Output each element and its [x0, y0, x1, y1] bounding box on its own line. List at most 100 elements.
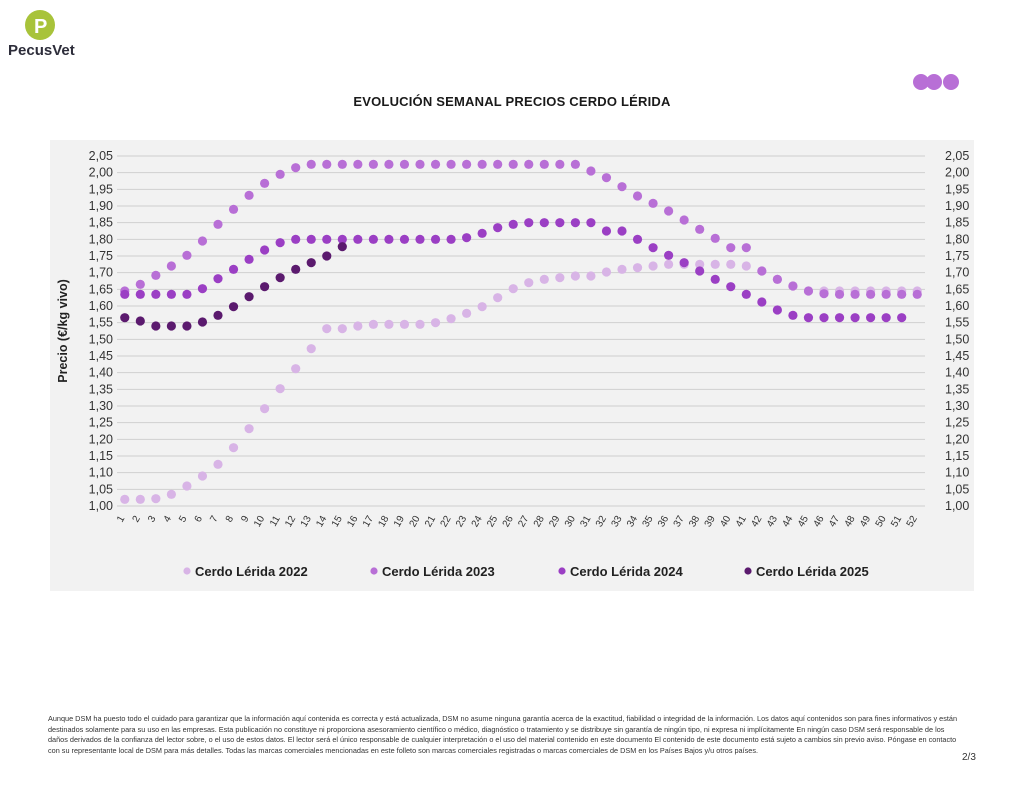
y-tick-label: 1,55 — [89, 316, 113, 330]
y-tick-label: 1,80 — [89, 232, 113, 246]
x-tick-label: 38 — [687, 514, 702, 530]
x-tick-label: 2 — [131, 514, 144, 525]
data-point — [897, 313, 907, 323]
y2-tick-label: 1,35 — [945, 382, 969, 396]
data-point — [135, 494, 145, 504]
data-point — [850, 313, 860, 323]
data-point — [384, 234, 394, 244]
data-point — [120, 494, 130, 504]
data-point — [213, 274, 223, 284]
pecusvet-logo-icon: P — [25, 10, 55, 40]
y-tick-label: 1,25 — [89, 416, 113, 430]
data-point — [244, 190, 254, 200]
data-point — [493, 293, 503, 303]
data-point — [726, 243, 736, 253]
data-point — [617, 264, 627, 274]
data-point — [586, 271, 596, 281]
data-point — [741, 243, 751, 253]
data-point — [803, 313, 814, 323]
data-point — [741, 289, 751, 299]
data-point — [275, 238, 285, 248]
x-tick-label: 35 — [641, 514, 656, 530]
data-point — [182, 481, 192, 491]
data-point — [819, 289, 829, 299]
y2-tick-label: 2,05 — [945, 149, 969, 163]
logo-mark-letter: P — [34, 16, 47, 38]
x-tick-label: 41 — [734, 514, 749, 530]
data-point — [275, 273, 285, 283]
data-point — [555, 159, 565, 169]
data-point — [866, 313, 876, 323]
x-tick-label: 30 — [563, 514, 578, 530]
x-tick-label: 12 — [283, 514, 298, 530]
data-point — [135, 289, 145, 299]
data-point — [586, 218, 596, 228]
data-point — [850, 289, 860, 299]
y-tick-label: 1,70 — [89, 266, 113, 280]
legend-label: Cerdo Lérida 2022 — [195, 564, 308, 579]
data-point — [834, 313, 845, 323]
data-point — [368, 319, 378, 329]
brand-dot — [926, 74, 942, 90]
data-point — [508, 284, 518, 294]
data-point — [120, 313, 130, 323]
y-tick-label: 1,40 — [89, 366, 113, 380]
data-point — [399, 234, 410, 244]
x-tick-label: 11 — [268, 514, 283, 529]
y2-tick-label: 1,95 — [945, 182, 969, 196]
data-point — [384, 159, 394, 169]
price-chart: 1,00 1,00 1,05 1,05 1,10 1,10 1,15 1,15 1,20 1,20… — [56, 149, 969, 579]
y-tick-label: 1,90 — [89, 199, 113, 213]
data-point — [430, 234, 441, 244]
data-point — [337, 159, 347, 169]
data-point — [601, 173, 612, 183]
data-point — [493, 223, 503, 233]
data-point — [897, 289, 907, 299]
y-tick-label: 1,65 — [89, 282, 113, 296]
data-point — [182, 321, 192, 331]
x-tick-label: 43 — [765, 514, 780, 530]
x-tick-label: 32 — [594, 514, 609, 530]
y2-tick-label: 1,20 — [945, 432, 969, 446]
x-tick-label: 51 — [889, 514, 904, 530]
x-tick-label: 10 — [252, 514, 267, 530]
x-tick-label: 23 — [454, 514, 469, 530]
x-tick-label: 48 — [843, 514, 858, 530]
data-point — [524, 278, 534, 288]
y2-tick-label: 1,75 — [945, 249, 969, 263]
data-point — [757, 297, 767, 307]
x-tick-label: 8 — [224, 514, 237, 525]
data-point — [399, 319, 410, 329]
data-point — [337, 324, 347, 334]
y-tick-label: 1,75 — [89, 249, 113, 263]
data-point — [244, 292, 254, 302]
legend-label: Cerdo Lérida 2023 — [382, 564, 495, 579]
data-point — [881, 289, 891, 299]
y2-tick-label: 1,30 — [945, 399, 969, 413]
x-tick-label: 6 — [193, 514, 206, 525]
page-number: 2/3 — [962, 752, 976, 763]
data-point — [182, 250, 192, 260]
data-point — [197, 317, 208, 327]
data-point — [446, 314, 456, 324]
y2-tick-label: 1,85 — [945, 216, 969, 230]
data-point — [834, 289, 845, 299]
x-tick-label: 5 — [177, 514, 190, 525]
data-point — [415, 234, 425, 244]
y-tick-label: 1,05 — [89, 482, 113, 496]
data-point — [430, 159, 441, 169]
data-point — [166, 321, 176, 331]
x-tick-label: 33 — [610, 514, 625, 530]
data-point — [601, 226, 612, 236]
data-point — [291, 264, 301, 274]
data-point — [726, 259, 736, 269]
data-point — [462, 308, 472, 318]
data-point — [166, 261, 176, 271]
data-point — [260, 178, 270, 188]
brand-dots-icon — [913, 74, 959, 90]
data-point — [197, 236, 208, 246]
data-point — [322, 324, 332, 334]
x-tick-label: 28 — [532, 514, 547, 530]
y2-tick-label: 1,05 — [945, 482, 969, 496]
x-tick-label: 50 — [874, 514, 889, 530]
